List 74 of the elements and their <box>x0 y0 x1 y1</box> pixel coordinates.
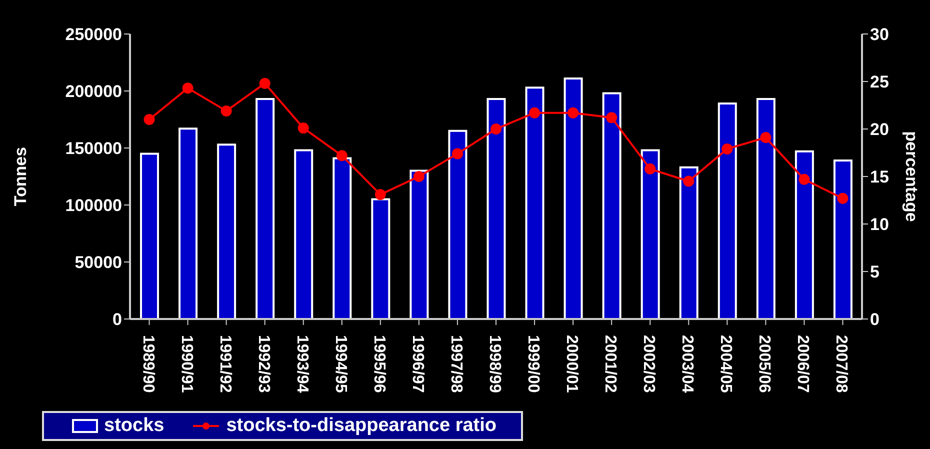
bar <box>410 170 429 319</box>
bar <box>332 157 352 319</box>
point <box>374 189 386 200</box>
y-tick-label: 0 <box>112 310 122 330</box>
point <box>683 176 694 187</box>
y-axis-title: Tonnes <box>11 146 30 206</box>
y2-tick-label: 20 <box>870 120 889 140</box>
y-tick-label: 250000 <box>65 25 122 44</box>
point <box>220 105 232 116</box>
bar <box>178 128 198 319</box>
bar <box>140 152 159 319</box>
x-tick-label: 1997/98 <box>447 335 464 393</box>
y-tick-label: 100000 <box>65 196 122 216</box>
bar <box>525 86 544 319</box>
point <box>490 124 502 134</box>
bar <box>679 166 698 319</box>
x-tick-label: 1993/94 <box>293 335 310 393</box>
bar <box>718 102 737 319</box>
y2-tick-label: 30 <box>870 25 889 44</box>
x-tick-label: 1996/97 <box>408 335 426 393</box>
point <box>452 148 463 160</box>
x-tick-label: 1990/91 <box>178 335 195 393</box>
bar <box>217 144 236 319</box>
point <box>259 78 270 89</box>
y2-tick-label: 15 <box>870 168 889 187</box>
x-tick-label: 2001/02 <box>602 335 619 393</box>
x-tick-label: 1991/92 <box>216 335 234 393</box>
bar <box>564 77 583 319</box>
bar <box>756 98 776 319</box>
y-tick-label: 50000 <box>74 253 122 272</box>
bar <box>602 92 622 319</box>
legend-label: stocks-to-disappearance ratio <box>225 415 497 437</box>
point <box>144 114 155 125</box>
bar <box>486 98 506 319</box>
x-tick-label: 2003/04 <box>678 335 696 393</box>
x-tick-label: 1998/99 <box>486 335 503 393</box>
x-tick-label: 1999/00 <box>524 335 542 393</box>
x-tick-label: 2004/05 <box>717 335 734 393</box>
y2-tick-label: 10 <box>870 215 889 234</box>
x-tick-label: 1992/93 <box>254 335 272 393</box>
bar <box>640 149 660 319</box>
bar <box>371 198 390 319</box>
point <box>606 112 618 124</box>
point <box>644 163 656 174</box>
point <box>568 107 579 118</box>
bar <box>256 98 275 319</box>
legend-label: stocks <box>103 415 164 437</box>
bar <box>448 130 468 319</box>
point <box>182 82 194 94</box>
y2-axis-title: percentage <box>902 131 921 222</box>
point <box>722 143 733 154</box>
point <box>837 192 848 204</box>
point <box>529 107 540 118</box>
x-tick-label: 2002/03 <box>640 335 658 393</box>
bar <box>794 150 814 319</box>
bar <box>833 160 852 319</box>
point <box>760 132 772 144</box>
point <box>336 150 348 162</box>
x-tick-label: 1995/96 <box>370 335 388 393</box>
x-tick-label: 2006/07 <box>794 335 812 393</box>
x-tick-label: 2007/08 <box>832 335 850 393</box>
x-tick-label: 1994/95 <box>332 335 349 393</box>
x-tick-label: 2005/06 <box>756 335 773 393</box>
y2-tick-label: 25 <box>870 72 889 92</box>
point <box>413 171 424 182</box>
bar <box>294 149 314 319</box>
y2-tick-label: 0 <box>870 310 880 330</box>
point <box>798 174 810 185</box>
y-tick-label: 150000 <box>65 139 122 158</box>
y2-tick-label: 5 <box>870 262 880 282</box>
x-tick-label: 1989/90 <box>139 335 156 393</box>
point <box>298 122 309 134</box>
x-tick-label: 2000/01 <box>563 335 580 393</box>
y-tick-label: 200000 <box>65 82 122 102</box>
